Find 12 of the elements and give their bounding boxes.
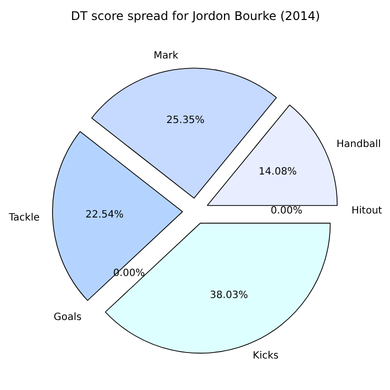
- category-label: Goals: [54, 312, 82, 324]
- slice-label: Mark: [154, 50, 179, 62]
- category-label: Hitout: [352, 206, 382, 217]
- data-label: 22.54%: [86, 210, 124, 221]
- data-label: 38.03%: [210, 290, 248, 302]
- data-label: 25.35%: [166, 115, 205, 126]
- slice-label: Kicks: [252, 350, 279, 362]
- data-label: 14.08%: [258, 166, 297, 178]
- chart-title: DT score spread for Jordon Bourke (2014): [70, 9, 320, 24]
- slice-label: Handball: [336, 138, 381, 150]
- text: 0.00%: [270, 206, 302, 217]
- slice-label: Tackle: [8, 212, 40, 224]
